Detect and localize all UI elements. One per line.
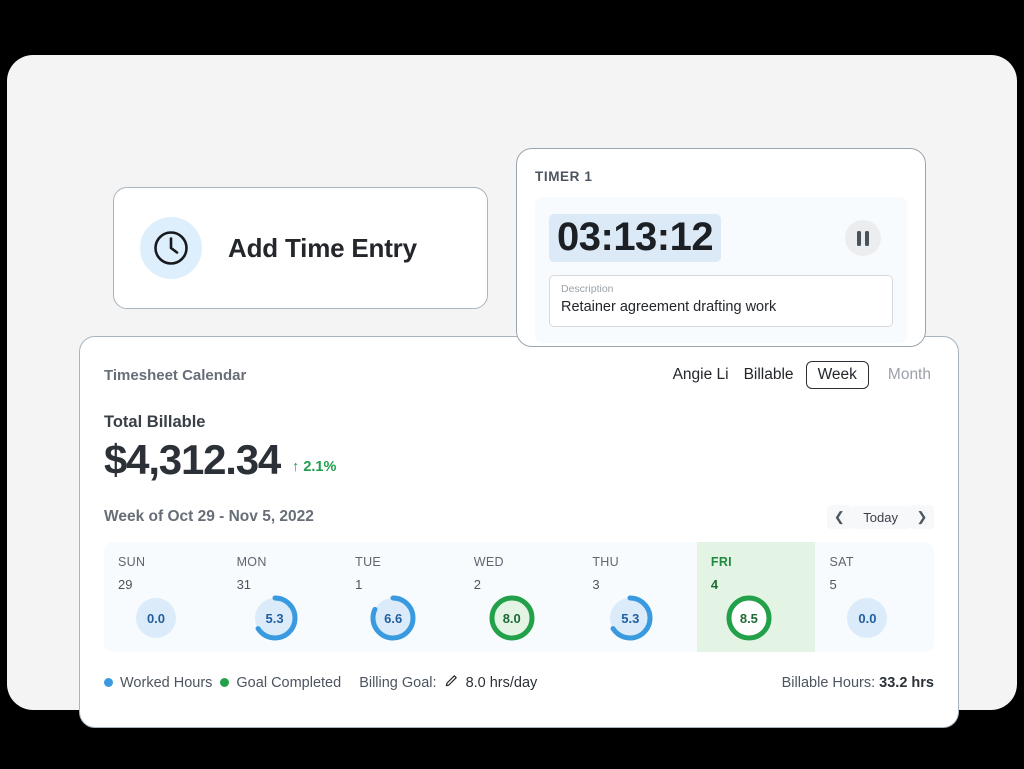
pause-icon[interactable] <box>845 220 881 256</box>
legend-worked-hours-label: Worked Hours <box>120 674 213 691</box>
day-number-label: 2 <box>473 577 481 592</box>
day-of-week-label: SAT <box>829 555 854 569</box>
day-of-week-label: FRI <box>710 555 732 569</box>
day-progress-ring: 5.3 <box>604 592 656 644</box>
day-of-week-label: THU <box>592 555 619 569</box>
timesheet-calendar-card: Timesheet Calendar Angie Li Billable Wee… <box>79 336 959 728</box>
day-of-week-label: WED <box>473 555 504 569</box>
day-progress-ring: 6.6 <box>367 592 419 644</box>
timer-elapsed[interactable]: 03:13:12 <box>549 213 722 263</box>
add-time-entry-label: Add Time Entry <box>228 232 417 263</box>
day-of-week-label: SUN <box>118 555 146 569</box>
timer-card: TIMER 1 03:13:12 Description Retainer ag… <box>516 148 926 347</box>
calendar-controls: Angie Li Billable Week Month <box>670 361 934 389</box>
day-progress-ring: 0.0 <box>130 592 182 644</box>
week-navigation-row: Week of Oct 29 - Nov 5, 2022 ❮ Today ❯ <box>104 504 934 530</box>
total-billable-row: $4,312.34 ↑ 2.1% <box>104 436 934 484</box>
page-title: Timesheet Calendar <box>104 366 247 384</box>
pause-bar-left <box>857 230 861 246</box>
week-range-label: Week of Oct 29 - Nov 5, 2022 <box>104 508 314 525</box>
day-number-label: 4 <box>710 577 719 592</box>
day-number-label: 5 <box>829 577 837 592</box>
day-number-label: 3 <box>592 577 600 592</box>
timer-description-field[interactable]: Description Retainer agreement drafting … <box>549 275 893 327</box>
day-strip: SUN 29 0.0 MON 31 5.3 TUE 1 6.6 WED 2 8.0 THU 3 5.3 FRI… <box>104 542 934 652</box>
ring-svg <box>726 595 772 641</box>
legend-goal-completed: Goal Completed <box>220 675 341 691</box>
billable-hours-label: Billable Hours: <box>781 674 876 691</box>
billable-hours-value: 33.2 hrs <box>879 674 934 691</box>
ring-svg <box>136 598 176 638</box>
timer-body: 03:13:12 Description Retainer agreement … <box>535 197 907 343</box>
chevron-left-icon[interactable]: ❮ <box>827 505 852 529</box>
day-hours-value: 6.6 <box>384 610 403 626</box>
add-time-entry-button[interactable]: Add Time Entry <box>113 187 488 309</box>
total-billable-label: Total Billable <box>104 413 206 431</box>
day-column-thu[interactable]: THU 3 5.3 <box>578 542 697 652</box>
day-hours-value: 0.0 <box>146 610 166 626</box>
ring-svg <box>607 595 653 641</box>
pause-bar-right <box>865 230 869 246</box>
day-column-wed[interactable]: WED 2 8.0 <box>460 542 579 652</box>
day-of-week-label: TUE <box>355 555 382 569</box>
day-hours-value: 0.0 <box>858 610 877 626</box>
tab-week[interactable]: Week <box>805 361 869 389</box>
timer-title: TIMER 1 <box>535 169 593 184</box>
total-billable-delta: ↑ 2.1% <box>292 459 337 475</box>
goal-completed-dot <box>220 678 230 687</box>
day-column-tue[interactable]: TUE 1 6.6 <box>341 542 460 652</box>
day-hours-value: 8.5 <box>739 610 758 626</box>
ring-svg <box>489 595 535 641</box>
day-number-label: 1 <box>355 577 363 592</box>
day-progress-ring: 8.0 <box>486 592 538 644</box>
today-button[interactable]: Today <box>851 505 910 529</box>
billing-goal-label: Billing Goal: <box>359 674 437 691</box>
ring-svg <box>847 598 888 638</box>
day-number-label: 31 <box>236 577 252 592</box>
day-of-week-label: MON <box>236 555 267 569</box>
chevron-right-icon[interactable]: ❯ <box>910 505 934 529</box>
day-progress-ring: 5.3 <box>249 592 301 644</box>
calendar-header: Timesheet Calendar Angie Li Billable Wee… <box>104 361 934 389</box>
day-column-sat[interactable]: SAT 5 0.0 <box>815 542 934 652</box>
legend-worked-hours: Worked Hours <box>104 675 212 691</box>
day-hours-value: 8.0 <box>502 610 521 626</box>
day-progress-ring: 0.0 <box>841 592 893 644</box>
worked-hours-dot <box>104 678 113 687</box>
pencil-icon[interactable] <box>444 673 459 692</box>
filter-user[interactable]: Angie Li <box>672 366 729 383</box>
day-hours-value: 5.3 <box>265 610 284 626</box>
day-number-label: 29 <box>118 577 133 592</box>
legend-row: Worked Hours Goal Completed Billing Goal… <box>104 673 934 692</box>
tab-month[interactable]: Month <box>887 366 931 383</box>
week-nav: ❮ Today ❯ <box>827 505 934 529</box>
day-progress-ring: 8.5 <box>723 592 775 644</box>
ring-svg <box>370 595 416 641</box>
page-surface: Add Time Entry TIMER 1 03:13:12 Descript… <box>7 55 1017 728</box>
ring-svg <box>252 595 298 641</box>
timer-description-value: Retainer agreement drafting work <box>561 298 777 315</box>
legend-left: Worked Hours Goal Completed Billing Goal… <box>104 673 537 692</box>
day-column-mon[interactable]: MON 31 5.3 <box>223 542 342 652</box>
day-hours-value: 5.3 <box>621 610 640 626</box>
total-billable-amount: $4,312.34 <box>104 436 281 483</box>
filter-billable[interactable]: Billable <box>743 366 794 383</box>
billing-goal: Billing Goal: 8.0 hrs/day <box>359 673 537 692</box>
timer-description-label: Description <box>561 283 614 295</box>
clock-icon <box>140 217 202 279</box>
legend-goal-completed-label: Goal Completed <box>236 674 342 691</box>
day-column-fri[interactable]: FRI 4 8.5 <box>696 542 816 652</box>
day-column-sun[interactable]: SUN 29 0.0 <box>104 542 223 652</box>
billing-goal-value: 8.0 hrs/day <box>465 674 538 691</box>
billable-hours: Billable Hours: 33.2 hrs <box>782 675 934 691</box>
